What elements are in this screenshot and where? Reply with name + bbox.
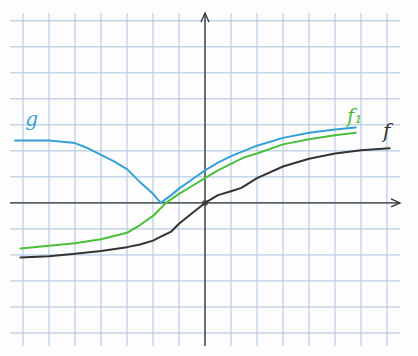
grid-line-x [153, 13, 154, 346]
series-label: g [25, 107, 38, 131]
y-axis-arrow [201, 13, 209, 22]
axes [10, 13, 400, 346]
grid-line-x [283, 13, 284, 346]
series-label: f [381, 119, 394, 143]
x-axis-arrow [391, 199, 400, 207]
grid-line-x [309, 13, 310, 346]
grid-line-x [75, 13, 76, 346]
chart: g f₁ f [0, 0, 418, 356]
grid-line-x [23, 13, 24, 346]
grid-line-x [231, 13, 232, 346]
series-line [15, 127, 356, 202]
grid-line-x [49, 13, 50, 346]
grid-line-x [101, 13, 102, 346]
grid-line-x [361, 13, 362, 346]
grid-line-x [127, 13, 128, 346]
series-line [20, 133, 355, 249]
series-labels: g f₁ f [25, 104, 394, 144]
grid-line-x [179, 13, 180, 346]
grid-line-x [387, 13, 388, 346]
grid [10, 13, 400, 346]
series-label: f₁ [345, 104, 362, 128]
grid-line-x [335, 13, 336, 346]
lines [15, 127, 389, 257]
series-line [20, 148, 389, 257]
